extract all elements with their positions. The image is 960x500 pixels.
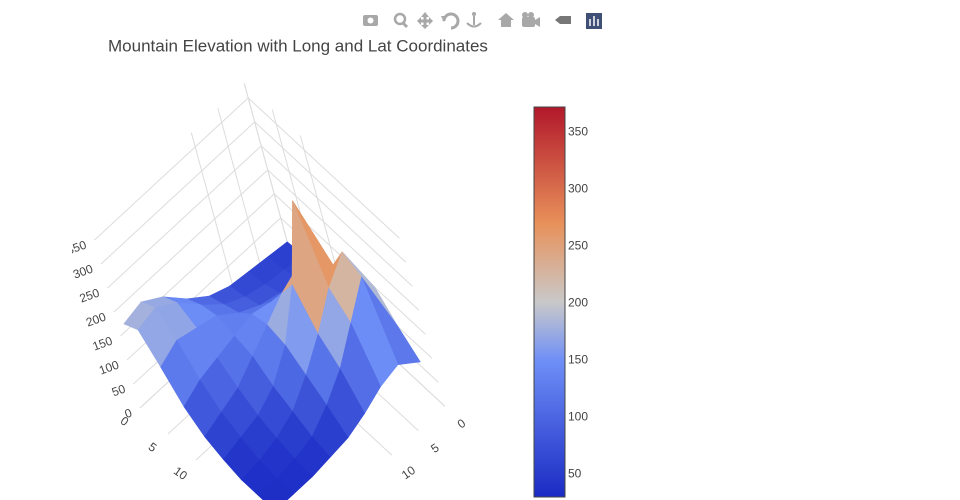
turntable-button[interactable]	[466, 12, 482, 28]
surface-patch	[257, 477, 295, 500]
plotly-logo[interactable]	[586, 13, 602, 29]
colorbar-tick-label: 100	[568, 409, 588, 423]
z-tick-label: 150	[91, 333, 115, 353]
chart-title: Mountain Elevation with Long and Lat Coo…	[108, 36, 488, 55]
pan-button[interactable]	[417, 12, 433, 29]
y-tick-label: 5	[428, 440, 442, 455]
z-grid-line	[107, 145, 262, 289]
z-tick-label: 250	[78, 285, 102, 305]
y-grid-line	[243, 83, 295, 267]
reset-button[interactable]	[498, 13, 514, 27]
zoom-button[interactable]	[393, 12, 409, 29]
colorbar	[533, 106, 566, 498]
colorbar-tick-label: 50	[568, 466, 582, 480]
y-tick-label: 0	[455, 416, 469, 431]
z-grid-line	[260, 145, 413, 287]
colorbar-tick-label: 250	[568, 238, 588, 252]
colorbar-tick-label: 150	[568, 352, 588, 366]
y-tick-label: 10	[399, 463, 418, 482]
camera-view-button[interactable]	[522, 12, 540, 27]
hover-button[interactable]	[555, 16, 571, 24]
z-grid-line	[113, 169, 269, 313]
z-grid-line	[247, 97, 400, 239]
modebar	[363, 12, 602, 30]
orbit-button[interactable]	[441, 12, 460, 30]
camera-button[interactable]	[363, 15, 378, 26]
colorbar-tick-label: 350	[568, 124, 588, 138]
z-tick-label: 0	[123, 405, 134, 421]
colorbar-tick-label: 200	[568, 295, 588, 309]
z-tick-label: 200	[84, 309, 108, 329]
z-grid-line	[94, 97, 249, 241]
z-grid-line	[267, 169, 420, 311]
x-tick-label: 10	[171, 464, 190, 483]
colorbar-tick-label: 300	[568, 181, 588, 195]
y-grid-line	[217, 107, 268, 291]
z-tick-label: 350	[65, 237, 89, 257]
z-tick-label: 300	[71, 261, 95, 281]
z-grid-line	[254, 121, 407, 263]
x-tick-label: 0	[118, 414, 132, 429]
x-tick-label: 5	[146, 440, 160, 455]
z-tick-label: 100	[97, 357, 121, 377]
z-tick-label: 50	[110, 381, 128, 399]
z-grid-line	[100, 121, 256, 265]
